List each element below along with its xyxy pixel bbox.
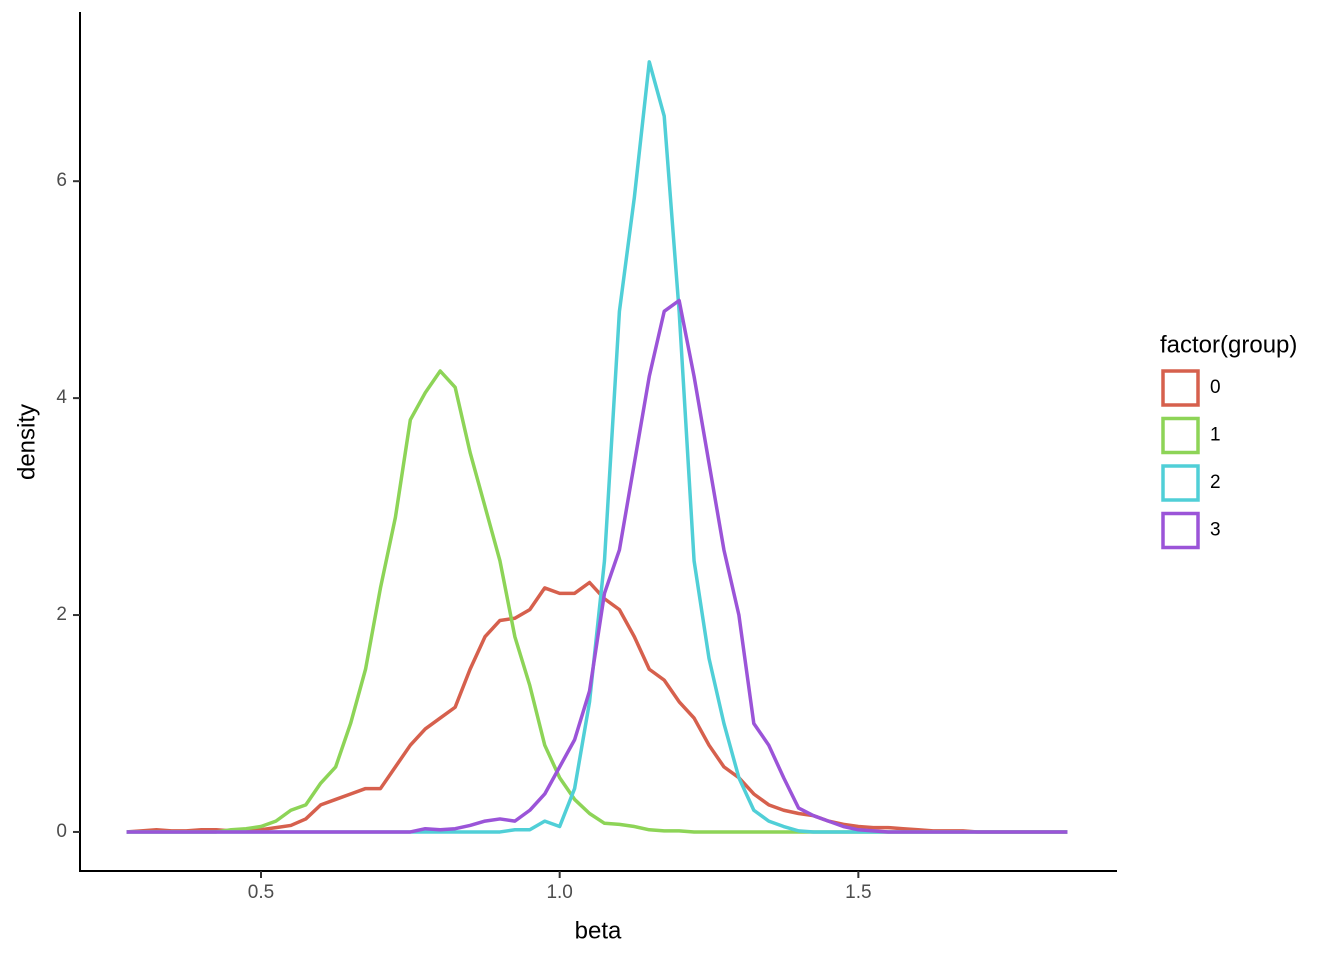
legend-label: 0 bbox=[1210, 377, 1221, 398]
legend-title: factor(group) bbox=[1160, 331, 1297, 358]
density-line bbox=[126, 60, 1068, 834]
y-axis-title: density bbox=[13, 404, 40, 480]
legend-key bbox=[1161, 511, 1200, 550]
density-line bbox=[126, 580, 1068, 834]
x-tick-label: 0.5 bbox=[248, 882, 274, 903]
x-tick-label: 1.0 bbox=[546, 882, 572, 903]
legend-key bbox=[1161, 464, 1200, 502]
x-axis-title: beta bbox=[575, 917, 622, 944]
density-line bbox=[126, 298, 1068, 834]
legend-label: 3 bbox=[1210, 520, 1221, 541]
legend-label: 2 bbox=[1210, 472, 1221, 493]
x-tick-label: 1.5 bbox=[845, 882, 871, 903]
density-line bbox=[126, 369, 1068, 834]
y-tick-label: 2 bbox=[56, 604, 67, 625]
y-tick-label: 6 bbox=[56, 170, 67, 191]
legend-label: 1 bbox=[1210, 425, 1221, 446]
y-tick-label: 0 bbox=[56, 821, 67, 842]
y-tick-label: 4 bbox=[56, 387, 67, 408]
legend-key bbox=[1161, 416, 1200, 455]
legend-key bbox=[1161, 369, 1200, 407]
